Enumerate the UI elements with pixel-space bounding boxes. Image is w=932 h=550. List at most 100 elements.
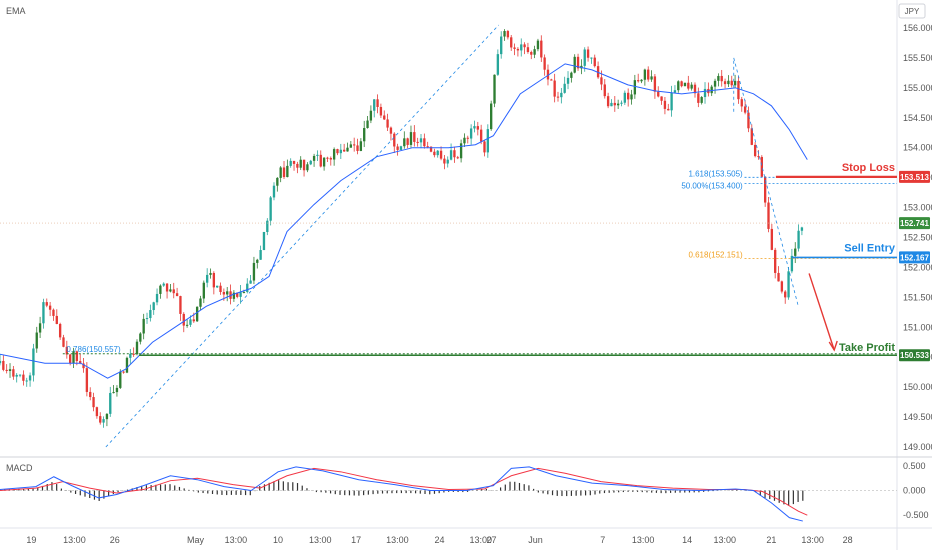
candle-body	[463, 137, 466, 144]
candle	[396, 143, 399, 156]
candle-body	[553, 80, 556, 97]
candle	[439, 146, 443, 161]
current-price-badge[interactable]: 152.741	[899, 217, 930, 230]
candle-body	[630, 94, 633, 100]
candle	[520, 38, 523, 57]
candle	[393, 132, 396, 154]
candle-body	[282, 167, 286, 178]
candle-body	[12, 369, 15, 377]
candle-body	[232, 292, 236, 299]
candle	[202, 280, 205, 304]
candle	[319, 150, 322, 168]
candle-body	[700, 97, 703, 103]
candle-body	[757, 156, 760, 158]
candle	[292, 160, 296, 171]
time-tick-label: 13:00	[63, 535, 86, 545]
candle-body	[256, 259, 259, 263]
candle	[89, 387, 92, 401]
price-tick-label: 150.000	[903, 382, 932, 392]
price-axis[interactable]: 156.000 155.500 155.000 154.500 154.000 153.5…	[899, 23, 932, 452]
candle-body	[603, 84, 606, 97]
candle	[195, 306, 199, 322]
candle	[606, 92, 610, 109]
candle	[433, 148, 436, 158]
time-tick-label: 26	[110, 535, 120, 545]
macd-signal-line	[0, 467, 808, 516]
candle-body	[175, 293, 179, 297]
candle	[733, 74, 737, 89]
candle	[359, 138, 363, 152]
candle	[276, 177, 279, 192]
candle	[790, 248, 794, 274]
candle	[38, 316, 42, 339]
candle-body	[269, 197, 272, 221]
candle-body	[403, 138, 406, 147]
candle	[429, 146, 433, 153]
candle-body	[356, 145, 359, 151]
time-tick-label: 24	[435, 535, 445, 545]
take-profit-price-badge[interactable]: 150.533	[899, 349, 930, 362]
candle	[179, 295, 182, 321]
candle	[346, 142, 349, 152]
candle-body	[115, 387, 119, 393]
candle	[72, 347, 75, 368]
sell-entry-price-badge[interactable]: 152.167	[899, 251, 930, 264]
candle-body	[142, 318, 145, 334]
time-axis[interactable]: 19 13:00 26 May 13:00 10 13:00 17 13:00 24 13:0027…	[26, 535, 852, 545]
candle-body	[583, 49, 586, 66]
candle	[259, 245, 262, 260]
candle-body	[79, 361, 82, 364]
candle-body	[216, 285, 219, 288]
time-tick-label: 13:00	[225, 535, 248, 545]
candle-body	[109, 392, 112, 414]
candle	[560, 87, 563, 104]
fib-label: 1.618(153.505)	[688, 169, 743, 178]
price-tick-label: 154.000	[903, 143, 932, 153]
candle	[713, 78, 717, 94]
candle	[45, 298, 48, 308]
candle-body	[189, 319, 192, 325]
candle-body	[62, 337, 65, 347]
candle-body	[396, 146, 399, 150]
candle-body	[516, 48, 520, 51]
candle	[12, 365, 15, 380]
candle	[660, 96, 663, 105]
candle	[216, 285, 219, 289]
candle-body	[710, 86, 713, 94]
candle-body	[182, 313, 185, 326]
price-tick-label: 149.500	[903, 412, 932, 422]
candle	[0, 354, 2, 366]
candle	[667, 103, 670, 111]
candle	[312, 153, 316, 167]
candle	[65, 340, 68, 359]
candle	[653, 73, 657, 99]
candle	[322, 157, 326, 171]
time-tick-label: 17	[351, 535, 361, 545]
currency-badge[interactable]: JPY	[898, 3, 926, 19]
candle	[109, 386, 112, 417]
candle-body	[650, 76, 653, 80]
candle	[643, 68, 647, 86]
candle-body	[419, 138, 423, 143]
candle-body	[560, 92, 563, 98]
candle	[707, 82, 710, 97]
candle	[2, 355, 5, 372]
sell-entry-price-badge-text: 152.167	[900, 253, 929, 262]
candle	[530, 50, 533, 60]
candle-body	[212, 272, 216, 288]
take-profit-price-badge-text: 150.533	[900, 351, 929, 360]
candle	[603, 79, 606, 99]
current-price-badge-text: 152.741	[900, 219, 929, 228]
candle-body	[332, 149, 336, 160]
stop-loss-price-badge[interactable]: 153.513	[899, 170, 930, 183]
fib-extension-line	[733, 57, 799, 307]
candle-body	[299, 159, 302, 168]
candle	[767, 196, 770, 233]
candle-body	[767, 202, 770, 229]
candle-body	[28, 375, 32, 381]
candle-body	[496, 54, 500, 75]
candle-body	[566, 77, 570, 84]
candle-body	[276, 177, 279, 186]
candle-body	[523, 44, 526, 48]
